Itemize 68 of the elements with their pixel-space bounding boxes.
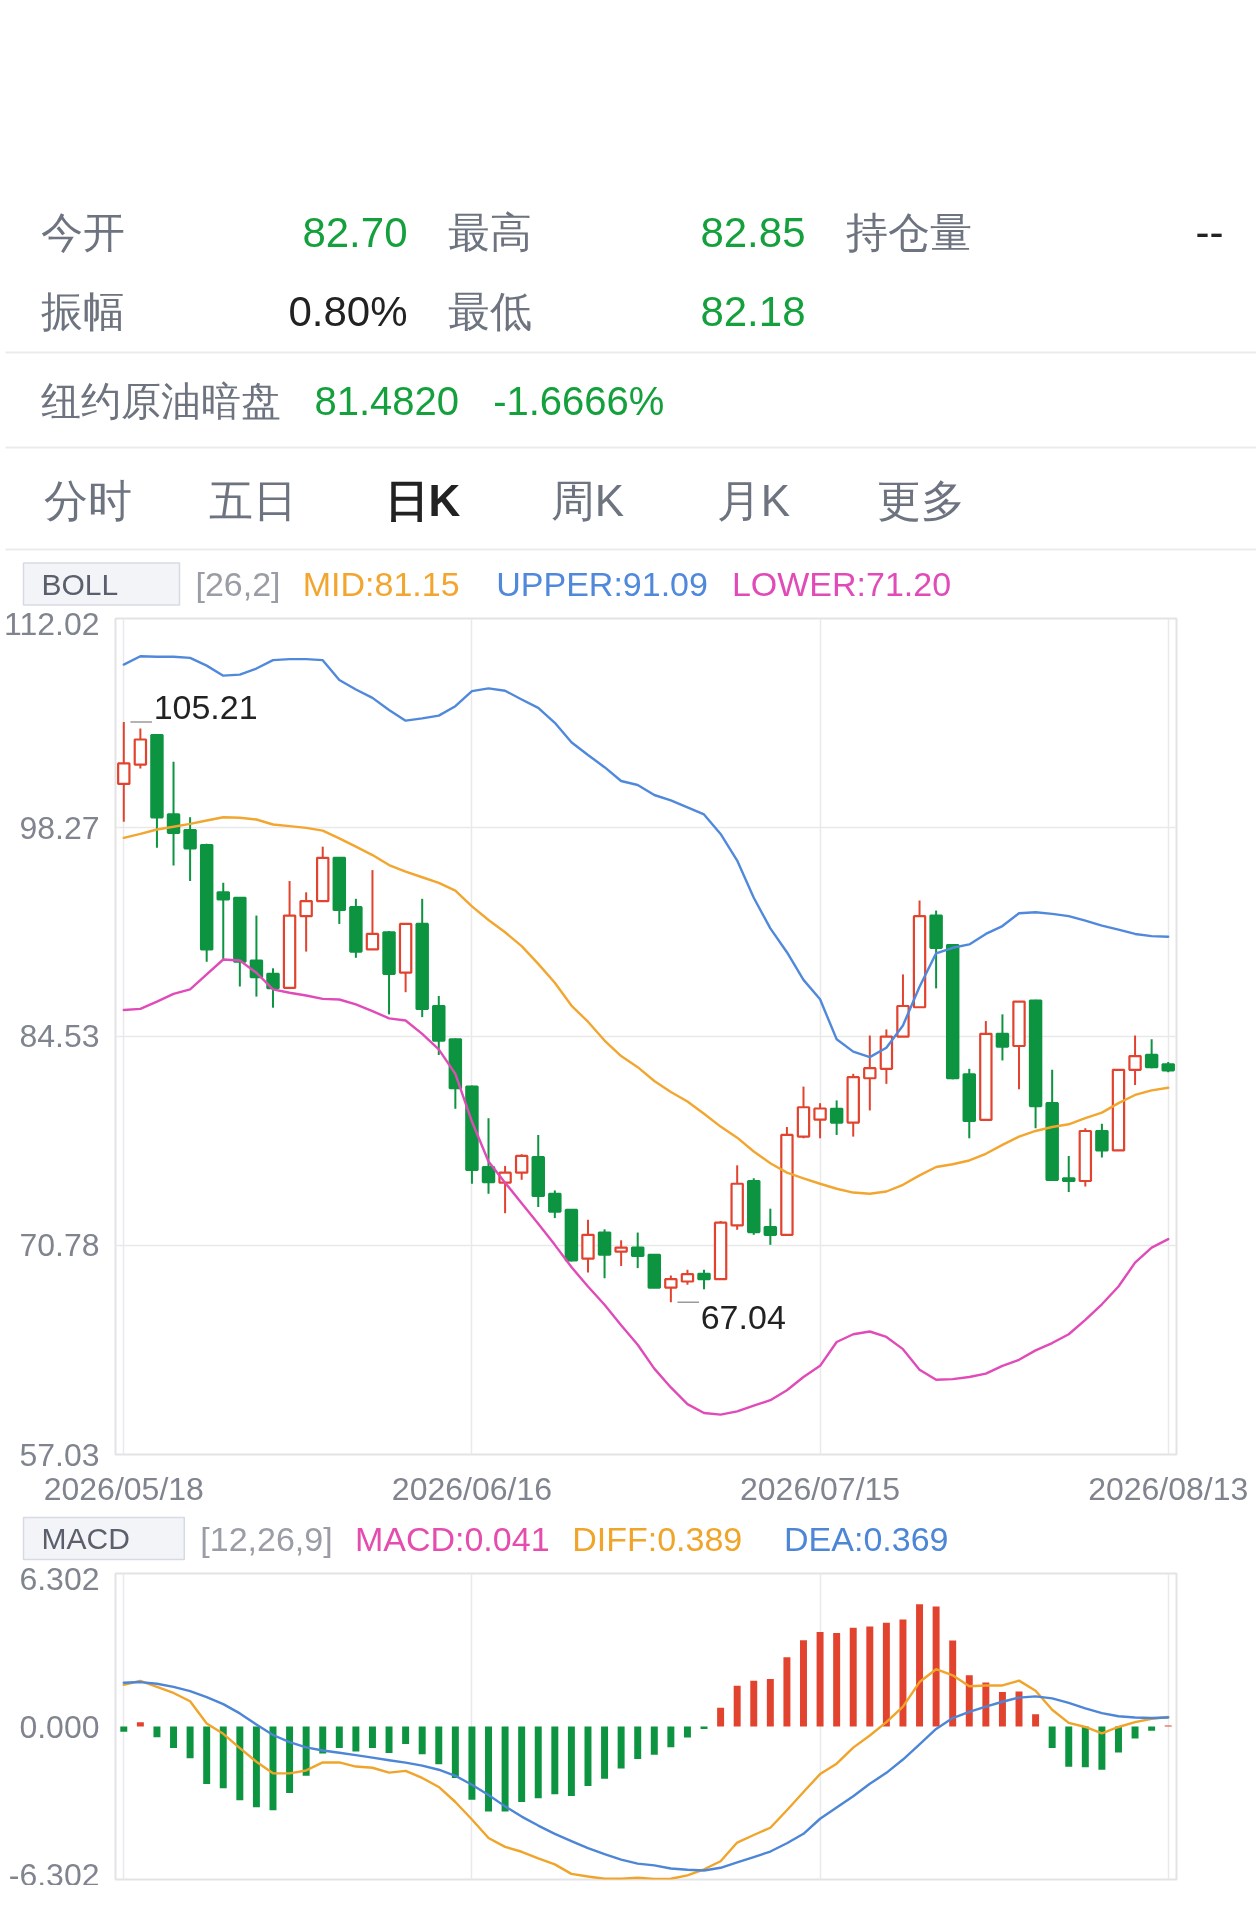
text: 纽约原油暗盘 (40, 378, 281, 423)
chart-title: MACD (41, 1522, 130, 1555)
text: 周K (550, 476, 625, 525)
text: 82.18 (700, 288, 806, 335)
candlestick (995, 1013, 1010, 1062)
candlestick (763, 1207, 778, 1246)
candlestick (664, 1274, 678, 1304)
y-tick-label: 6.302 (19, 1560, 100, 1597)
candlestick (1062, 1154, 1076, 1194)
text: 最低 (447, 288, 532, 335)
candlestick (1144, 1038, 1159, 1070)
candlestick (299, 891, 313, 953)
candlestick (183, 816, 197, 883)
text: 81.4820 (314, 378, 460, 423)
line-series (122, 655, 1170, 1059)
x-tick-label: 2026/05/18 (43, 1470, 204, 1507)
text: -- (1195, 209, 1224, 256)
text: 82.85 (700, 209, 806, 256)
x-tick-label: 2026/06/16 (391, 1470, 553, 1507)
candlestick (481, 1117, 496, 1195)
text: 最高 (447, 209, 532, 256)
line-series (122, 958, 1170, 1416)
y-tick-label: -6.302 (8, 1856, 100, 1893)
text: DEA:0.369 (784, 1519, 949, 1558)
candlestick (630, 1231, 645, 1270)
text: 五日 (208, 476, 297, 525)
candlestick (1128, 1034, 1142, 1086)
text: LOWER:71.20 (731, 565, 952, 603)
text: -1.6666% (493, 378, 665, 423)
y-tick-label: 112.02 (4, 605, 100, 642)
text: UPPER:91.09 (496, 565, 708, 603)
candlestick (216, 881, 230, 960)
text: MACD:0.041 (354, 1519, 550, 1558)
y-tick-label: 98.27 (19, 809, 100, 846)
candlestick (1095, 1122, 1109, 1159)
y-tick-label: 0.000 (19, 1708, 100, 1745)
text: 今开 (40, 209, 125, 256)
candlestick (581, 1218, 595, 1274)
candlestick (514, 1153, 529, 1181)
candlestick (548, 1189, 562, 1220)
text: 更多 (876, 476, 965, 525)
text: 82.70 (302, 209, 408, 256)
candlestick (117, 721, 131, 823)
text: 月K (716, 476, 791, 525)
candlestick (365, 869, 380, 951)
text: 日K (384, 476, 461, 525)
x-tick-label: 2026/07/15 (739, 1470, 901, 1507)
text: DIFF:0.389 (572, 1519, 743, 1558)
candlestick (697, 1268, 711, 1291)
annotation: 105.21 (153, 687, 258, 726)
candlestick (597, 1228, 612, 1280)
chart-title: BOLL (41, 567, 119, 601)
annotation: 67.04 (700, 1297, 786, 1336)
text: MID:81.15 (302, 565, 460, 603)
y-tick-label: 84.53 (19, 1018, 100, 1055)
legend-title: [12,26,9] (200, 1519, 333, 1558)
text: 0.80% (288, 288, 408, 335)
y-tick-label: 70.78 (19, 1227, 100, 1264)
candlestick (863, 1034, 877, 1112)
text: 分时 (43, 476, 132, 525)
y-tick-label: 57.03 (19, 1436, 100, 1473)
text: 振幅 (40, 288, 125, 335)
candlestick (813, 1102, 827, 1140)
text: 持仓量 (845, 209, 972, 256)
candlestick (614, 1239, 628, 1267)
candlestick (829, 1099, 844, 1136)
x-tick-label: 2026/08/13 (1088, 1470, 1249, 1507)
legend-title: [26,2] (195, 565, 281, 603)
